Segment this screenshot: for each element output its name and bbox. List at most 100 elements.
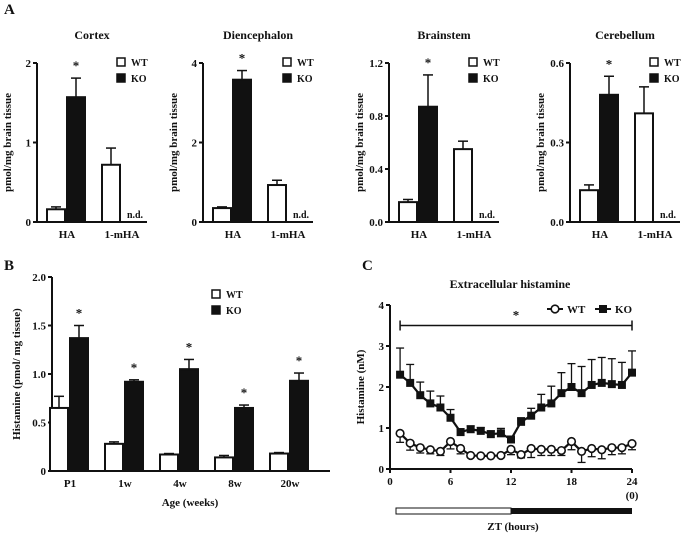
x-tick-label: P1 bbox=[64, 478, 76, 490]
bar-wt bbox=[453, 148, 473, 223]
not-detected-label: n.d. bbox=[127, 210, 144, 221]
data-point-ko bbox=[607, 380, 616, 389]
legend-swatch-wt bbox=[211, 289, 221, 299]
x-tick-label: 6 bbox=[448, 476, 454, 488]
data-point-wt bbox=[627, 438, 637, 449]
data-point-wt bbox=[597, 445, 607, 455]
x-tick-label: 0 bbox=[387, 476, 393, 488]
y-axis-label: pmol/mg brain tissue bbox=[2, 93, 14, 192]
y-tick-label: 2 bbox=[379, 382, 385, 394]
bar-ko bbox=[179, 368, 199, 472]
data-point-wt bbox=[425, 445, 435, 455]
panel-label-b: B bbox=[4, 258, 14, 274]
data-point-ko bbox=[527, 411, 536, 420]
legend-swatch-wt bbox=[649, 57, 659, 67]
x-tick-label: 12 bbox=[506, 476, 518, 488]
legend-label-wt: WT bbox=[664, 58, 681, 69]
y-tick-label: 2 bbox=[192, 138, 198, 150]
data-point-ko bbox=[517, 417, 526, 426]
data-point-ko bbox=[466, 425, 475, 434]
data-point-wt bbox=[617, 443, 627, 453]
data-point-ko bbox=[537, 403, 546, 412]
data-point-wt bbox=[526, 443, 536, 454]
bar-ko bbox=[124, 380, 144, 473]
bar-wt bbox=[104, 442, 124, 472]
significance-asterisk: * bbox=[186, 339, 193, 354]
y-tick-label: 0.6 bbox=[550, 58, 564, 70]
data-point-wt bbox=[405, 438, 415, 448]
data-point-ko bbox=[476, 426, 485, 435]
data-point-wt bbox=[506, 444, 516, 454]
legend-marker-ko bbox=[599, 305, 607, 313]
legend-label-ko: KO bbox=[615, 304, 633, 316]
legend-label-ko: KO bbox=[664, 74, 680, 85]
chart-title: Cerebellum bbox=[595, 28, 655, 42]
light-phase-bar bbox=[395, 507, 512, 515]
not-detected-label: n.d. bbox=[660, 210, 677, 221]
legend-swatch-ko bbox=[468, 73, 478, 83]
y-tick-label: 2.0 bbox=[32, 272, 46, 284]
bar-wt bbox=[634, 112, 654, 223]
y-tick-label: 0 bbox=[41, 466, 47, 478]
data-point-ko bbox=[426, 399, 435, 408]
significance-asterisk: * bbox=[131, 360, 138, 375]
significance-asterisk: * bbox=[73, 58, 80, 73]
data-point-ko bbox=[557, 389, 566, 398]
y-axis-label: Histamine (pmol/ mg tissue) bbox=[11, 308, 23, 440]
legend-swatch-ko bbox=[211, 305, 221, 315]
legend-swatch-ko bbox=[649, 73, 659, 83]
x-tick-label: HA bbox=[592, 229, 609, 241]
significance-asterisk: * bbox=[296, 353, 303, 368]
y-tick-label: 3 bbox=[379, 341, 385, 353]
x-tick-label: 18 bbox=[566, 476, 578, 488]
x-tick-label: 1-mHA bbox=[457, 229, 492, 241]
series-line-wt bbox=[399, 432, 633, 457]
x-tick-label: HA bbox=[59, 229, 76, 241]
significance-asterisk: * bbox=[239, 51, 246, 66]
data-point-wt bbox=[455, 443, 466, 454]
bar-wt bbox=[46, 208, 66, 223]
data-point-wt bbox=[536, 444, 546, 454]
data-point-ko bbox=[416, 391, 425, 400]
data-point-wt bbox=[466, 450, 476, 461]
legend-label-wt: WT bbox=[297, 58, 314, 69]
data-point-ko bbox=[577, 389, 586, 398]
y-tick-label: 2 bbox=[26, 58, 32, 70]
data-point-ko bbox=[507, 435, 515, 444]
dark-phase-bar bbox=[511, 508, 632, 514]
significance-asterisk: * bbox=[425, 55, 432, 70]
data-point-ko bbox=[396, 370, 405, 379]
data-point-ko bbox=[587, 380, 596, 389]
y-axis-label: pmol/mg brain tissue bbox=[168, 93, 180, 192]
significance-asterisk: * bbox=[241, 385, 248, 400]
x-tick-label: 1-mHA bbox=[105, 229, 140, 241]
x-tick-label: 1-mHA bbox=[638, 229, 673, 241]
data-point-wt bbox=[496, 450, 506, 461]
y-tick-label: 1 bbox=[379, 423, 385, 435]
bar-wt bbox=[269, 452, 289, 473]
chart-title: Diencephalon bbox=[223, 28, 293, 42]
bar-ko bbox=[69, 337, 89, 472]
x-tick-label: HA bbox=[411, 229, 428, 241]
y-axis-label: pmol/mg brain tissue bbox=[535, 93, 547, 192]
data-point-wt bbox=[415, 443, 425, 453]
not-detected-label: n.d. bbox=[293, 210, 310, 221]
legend-label-ko: KO bbox=[131, 74, 147, 85]
data-point-wt bbox=[486, 451, 496, 461]
y-tick-label: 0.8 bbox=[369, 111, 383, 123]
x-tick-label: 1-mHA bbox=[271, 229, 306, 241]
x-axis-label: Age (weeks) bbox=[162, 497, 219, 509]
legend-label-wt: WT bbox=[131, 58, 148, 69]
legend-label-wt: WT bbox=[226, 290, 243, 301]
y-axis-label: Histamine (nM) bbox=[355, 349, 367, 424]
x-tick-label: HA bbox=[225, 229, 242, 241]
data-point-wt bbox=[576, 446, 587, 456]
y-tick-label: 0.4 bbox=[369, 164, 383, 176]
bar-wt bbox=[101, 163, 121, 223]
data-point-ko bbox=[446, 413, 455, 422]
data-point-ko bbox=[486, 430, 495, 439]
bar-wt bbox=[212, 207, 232, 223]
y-tick-label: 1.2 bbox=[369, 58, 383, 70]
bar-ko bbox=[232, 78, 252, 223]
